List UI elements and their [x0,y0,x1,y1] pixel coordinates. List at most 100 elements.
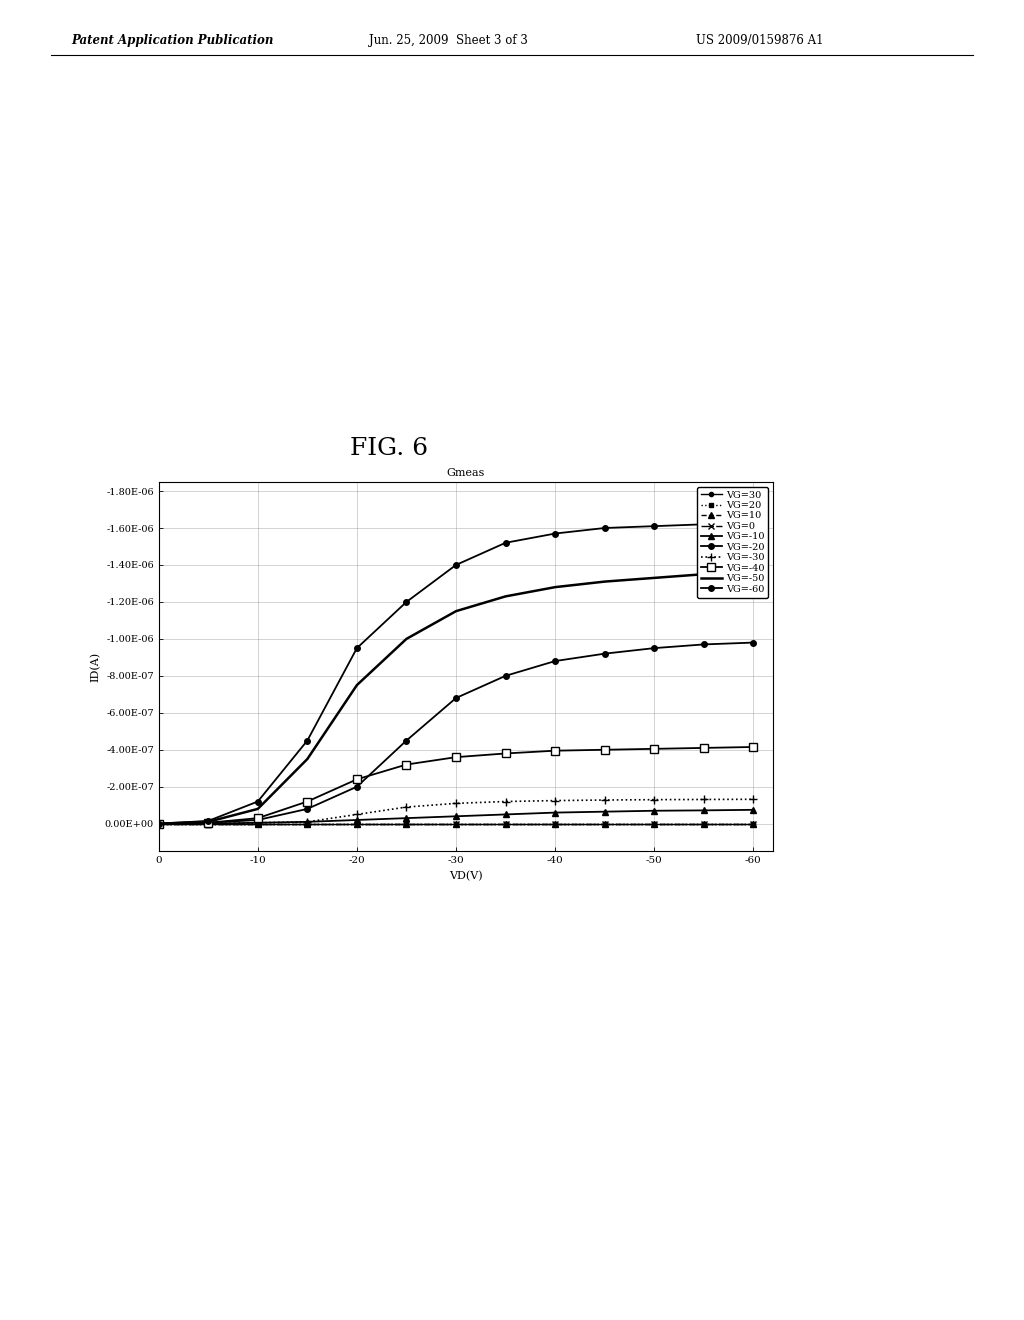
VG=-30 [351,807,364,822]
VG=-20 [252,812,264,828]
VG=-50 [202,814,214,830]
VG=-50 [351,677,364,693]
Line: VG=-10: VG=-10 [156,807,757,828]
VG=-30 [252,814,264,830]
VG=20 [598,816,610,832]
VG=-50 [153,816,165,832]
VG=30 [549,816,561,832]
VG=30 [697,816,710,832]
VG=-10 [202,816,214,832]
VG=-50 [450,603,462,619]
VG=-60 [351,640,364,656]
VG=20 [400,816,413,832]
VG=-50 [500,589,512,605]
VG=-10 [598,804,610,820]
VG=-20 [549,653,561,669]
VG=0 [500,816,512,832]
VG=-20 [400,733,413,748]
VG=-40 [301,793,313,809]
VG=-40 [648,741,660,756]
VG=-50 [252,801,264,817]
VG=-50 [748,565,760,581]
VG=0 [748,816,760,832]
Line: VG=-40: VG=-40 [155,743,758,828]
VG=10 [301,816,313,832]
VG=-20 [450,690,462,706]
VG=10 [697,816,710,832]
Line: VG=20: VG=20 [157,821,756,826]
VG=0 [400,816,413,832]
VG=20 [202,816,214,832]
VG=30 [351,816,364,832]
Line: VG=0: VG=0 [156,821,756,826]
VG=-40 [500,746,512,762]
VG=0 [301,816,313,832]
VG=-20 [500,668,512,684]
VG=-30 [400,799,413,814]
VG=-20 [598,645,610,661]
VG=-50 [301,751,313,767]
VG=-60 [648,519,660,535]
VG=30 [400,816,413,832]
VG=30 [301,816,313,832]
VG=-60 [301,733,313,748]
VG=-20 [748,635,760,651]
VG=-60 [252,793,264,809]
VG=-20 [697,636,710,652]
Text: US 2009/0159876 A1: US 2009/0159876 A1 [696,33,824,46]
VG=-10 [648,803,660,818]
VG=30 [598,816,610,832]
VG=-30 [748,792,760,808]
VG=-50 [598,574,610,590]
VG=-60 [697,516,710,532]
VG=10 [400,816,413,832]
VG=-10 [400,810,413,826]
VG=-40 [153,816,165,832]
VG=0 [648,816,660,832]
VG=-40 [450,750,462,766]
Line: VG=30: VG=30 [157,821,756,826]
VG=30 [202,816,214,832]
VG=-10 [697,803,710,818]
VG=-60 [400,594,413,610]
VG=-10 [549,805,561,821]
VG=0 [598,816,610,832]
VG=20 [500,816,512,832]
VG=10 [648,816,660,832]
VG=-30 [697,792,710,808]
VG=-50 [648,570,660,586]
VG=20 [252,816,264,832]
VG=30 [153,816,165,832]
VG=20 [450,816,462,832]
Line: VG=-50: VG=-50 [159,573,754,824]
VG=10 [598,816,610,832]
VG=-60 [549,525,561,541]
VG=-30 [301,814,313,830]
VG=0 [697,816,710,832]
VG=-20 [153,816,165,832]
VG=20 [153,816,165,832]
VG=30 [252,816,264,832]
VG=10 [202,816,214,832]
VG=20 [549,816,561,832]
VG=10 [153,816,165,832]
Text: Jun. 25, 2009  Sheet 3 of 3: Jun. 25, 2009 Sheet 3 of 3 [369,33,527,46]
Line: VG=10: VG=10 [156,821,756,826]
VG=0 [351,816,364,832]
VG=-30 [153,816,165,832]
VG=-60 [153,816,165,832]
VG=0 [549,816,561,832]
VG=10 [549,816,561,832]
Text: Patent Application Publication: Patent Application Publication [72,33,274,46]
VG=-60 [748,516,760,532]
Line: VG=-60: VG=-60 [156,521,756,826]
VG=-20 [648,640,660,656]
VG=10 [351,816,364,832]
VG=-60 [202,813,214,829]
VG=-10 [252,814,264,830]
VG=20 [697,816,710,832]
VG=0 [450,816,462,832]
VG=20 [648,816,660,832]
X-axis label: VD(V): VD(V) [450,871,482,882]
VG=-40 [549,743,561,759]
